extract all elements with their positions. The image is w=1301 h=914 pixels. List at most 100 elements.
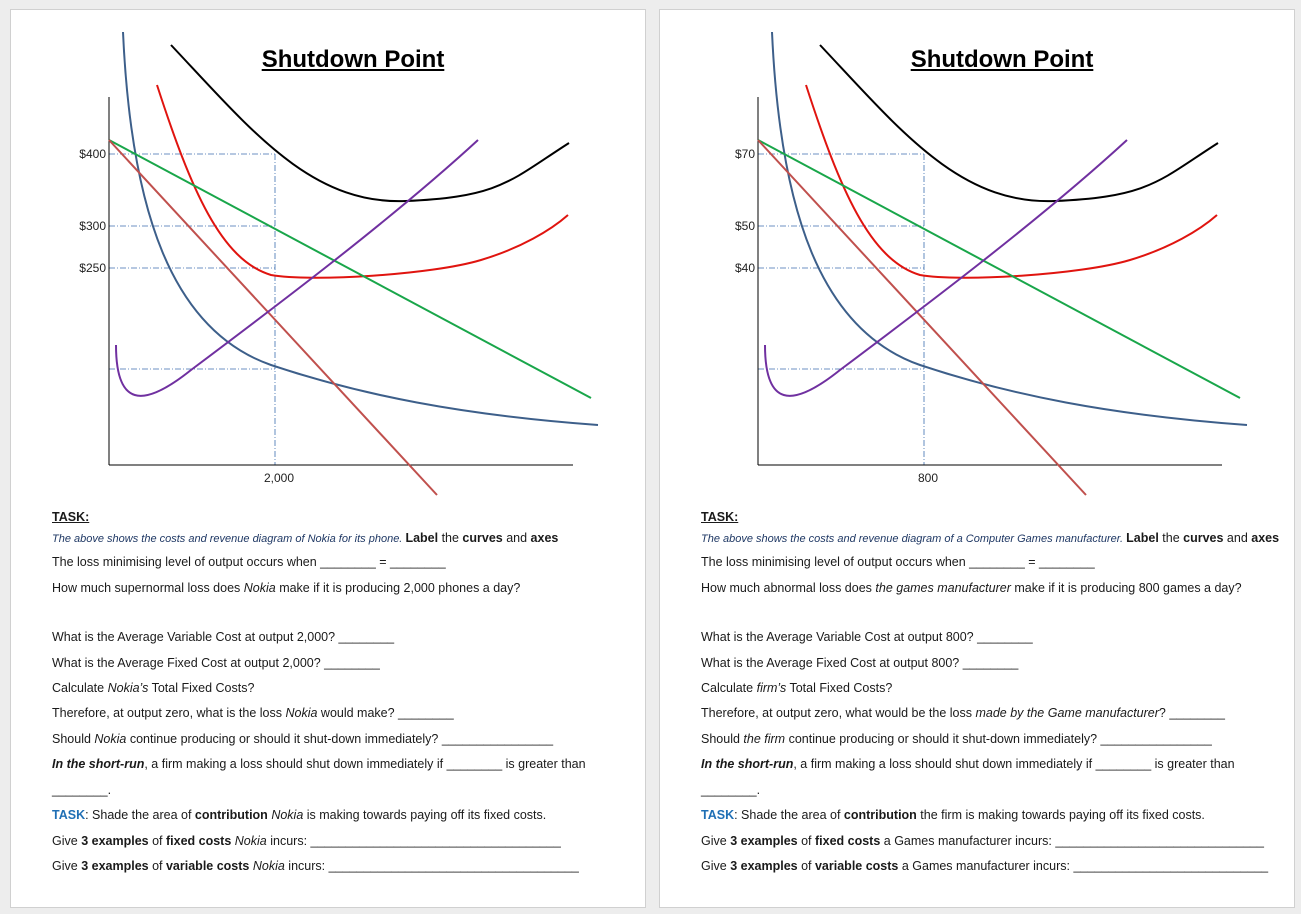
y-label: $250 [79, 261, 106, 275]
text-run: TASK: [52, 510, 90, 524]
text-line: The above shows the costs and revenue di… [52, 531, 558, 545]
text-run: Give [701, 834, 731, 848]
text-run: firm’s [756, 681, 787, 695]
text-run: How much abnormal loss does [701, 581, 876, 595]
text-line: The above shows the costs and revenue di… [701, 531, 1279, 545]
text-run: Nokia [234, 834, 267, 848]
text-run: What is the Average Variable Cost at out… [52, 630, 395, 644]
text-line: In the short-run, a firm making a loss s… [701, 757, 1235, 771]
text-run: Nokia [252, 859, 285, 873]
text-run: Calculate [52, 681, 108, 695]
curve [757, 139, 1087, 496]
text-line: How much supernormal loss does Nokia mak… [52, 581, 520, 595]
text-line: The loss minimising level of output occu… [52, 555, 446, 569]
text-run: 3 examples [81, 834, 149, 848]
text-run: axes [530, 531, 559, 545]
text-run: Give [701, 859, 731, 873]
text-run: fixed costs [814, 834, 881, 848]
text-line: How much abnormal loss does the games ma… [701, 581, 1242, 595]
text-line: TASK: Shade the area of contribution Nok… [52, 808, 546, 822]
text-line: TASK: Shade the area of contribution the… [701, 808, 1205, 822]
text-run: is making towards paying off its fixed c… [303, 808, 547, 822]
text-run: The above shows the costs and revenue di… [701, 533, 1127, 545]
text-line: What is the Average Fixed Cost at output… [701, 656, 1018, 670]
text-run: The loss minimising level of output occu… [52, 555, 446, 569]
text-run: ________. [52, 783, 112, 797]
text-run: incurs: ________________________________… [266, 834, 561, 848]
title: Shutdown Point [910, 46, 1094, 73]
text-run: TASK [701, 808, 735, 822]
text-run: What is the Average Fixed Cost at output… [52, 656, 380, 670]
text-run: How much supernormal loss does [52, 581, 244, 595]
text-run: a Games manufacturer incurs: ___________… [880, 834, 1264, 848]
text-run: Therefore, at output zero, what is the l… [52, 706, 286, 720]
text-run: and [502, 531, 531, 545]
text-line: Calculate firm’s Total Fixed Costs? [701, 681, 892, 695]
diagram: $70 $50 $40 800 [735, 31, 1248, 496]
text-run: the [438, 531, 463, 545]
text-run: The loss minimising level of output occu… [701, 555, 1095, 569]
text-run: of [148, 834, 166, 848]
text-run: contribution [843, 808, 917, 822]
curve [108, 139, 438, 496]
text-run: Give [52, 834, 82, 848]
text-run: What is the Average Variable Cost at out… [701, 630, 1033, 644]
text-line: TASK: [52, 510, 89, 524]
text-line: Should Nokia continue producing or shoul… [52, 732, 553, 746]
y-label: $400 [79, 147, 106, 161]
text-run: The above shows the costs and revenue di… [52, 533, 406, 545]
text-run: axes [1251, 531, 1280, 545]
text-run: incurs: ________________________________… [284, 859, 579, 873]
text-run: , a firm making a loss should shut down … [793, 757, 1235, 771]
text-line: ________. [701, 783, 760, 797]
text-run: the firm is making towards paying off it… [916, 808, 1205, 822]
curve [757, 139, 1241, 399]
text-run: Calculate [701, 681, 757, 695]
text-run: ________. [701, 783, 761, 797]
text-run: made by the Game manufacturer [975, 706, 1159, 720]
text-line: What is the Average Variable Cost at out… [701, 630, 1033, 644]
text-run: Should [701, 732, 744, 746]
page: $400 $300 $250 2,000 Shutdown Point TASK: The … [10, 9, 646, 908]
y-label: $70 [735, 147, 755, 161]
diagram: $400 $300 $250 2,000 [79, 31, 599, 496]
text-line: Therefore, at output zero, what is the l… [52, 706, 454, 720]
text-line: In the short-run, a firm making a loss s… [52, 757, 586, 771]
text-line: Give 3 examples of fixed costs Nokia inc… [52, 834, 561, 848]
text-run: Label [1126, 531, 1159, 545]
text-run: make if it is producing 2,000 phones a d… [275, 581, 521, 595]
text-run: Label [405, 531, 439, 545]
text-line: What is the Average Fixed Cost at output… [52, 656, 380, 670]
text-run: Therefore, at output zero, what would be… [701, 706, 976, 720]
text-run: Nokia’s [107, 681, 149, 695]
text-run: 3 examples [81, 859, 149, 873]
text-run: In the short-run [701, 757, 794, 771]
text-line: Give 3 examples of variable costs Nokia … [52, 859, 579, 873]
curve [115, 139, 479, 397]
title: Shutdown Point [261, 46, 445, 73]
curve [805, 84, 1218, 279]
text-run: continue producing or should it shut-dow… [126, 732, 554, 746]
text-run: , a firm making a loss should shut down … [144, 757, 586, 771]
text-line: What is the Average Variable Cost at out… [52, 630, 394, 644]
text-run: the games manufacturer [875, 581, 1011, 595]
curve [170, 44, 570, 203]
text-run: and [1223, 531, 1252, 545]
text-run: variable costs [814, 859, 899, 873]
text-line: Give 3 examples of fixed costs a Games m… [701, 834, 1264, 848]
text-run: Nokia [243, 581, 276, 595]
text-run: In the short-run [52, 757, 145, 771]
curve [819, 44, 1219, 203]
y-label: $40 [735, 261, 755, 275]
text-run: Total Fixed Costs? [786, 681, 893, 695]
text-run: 3 examples [730, 859, 798, 873]
text-line: Calculate Nokia’s Total Fixed Costs? [52, 681, 254, 695]
x-label: 2,000 [264, 471, 294, 485]
text-run: a Games manufacturer incurs: ___________… [898, 859, 1269, 873]
y-label: $50 [735, 219, 755, 233]
text-run: TASK: [701, 510, 739, 524]
text-run: curves [462, 531, 503, 545]
curve [156, 84, 569, 279]
text-run: Nokia [271, 808, 304, 822]
curve [764, 139, 1128, 397]
